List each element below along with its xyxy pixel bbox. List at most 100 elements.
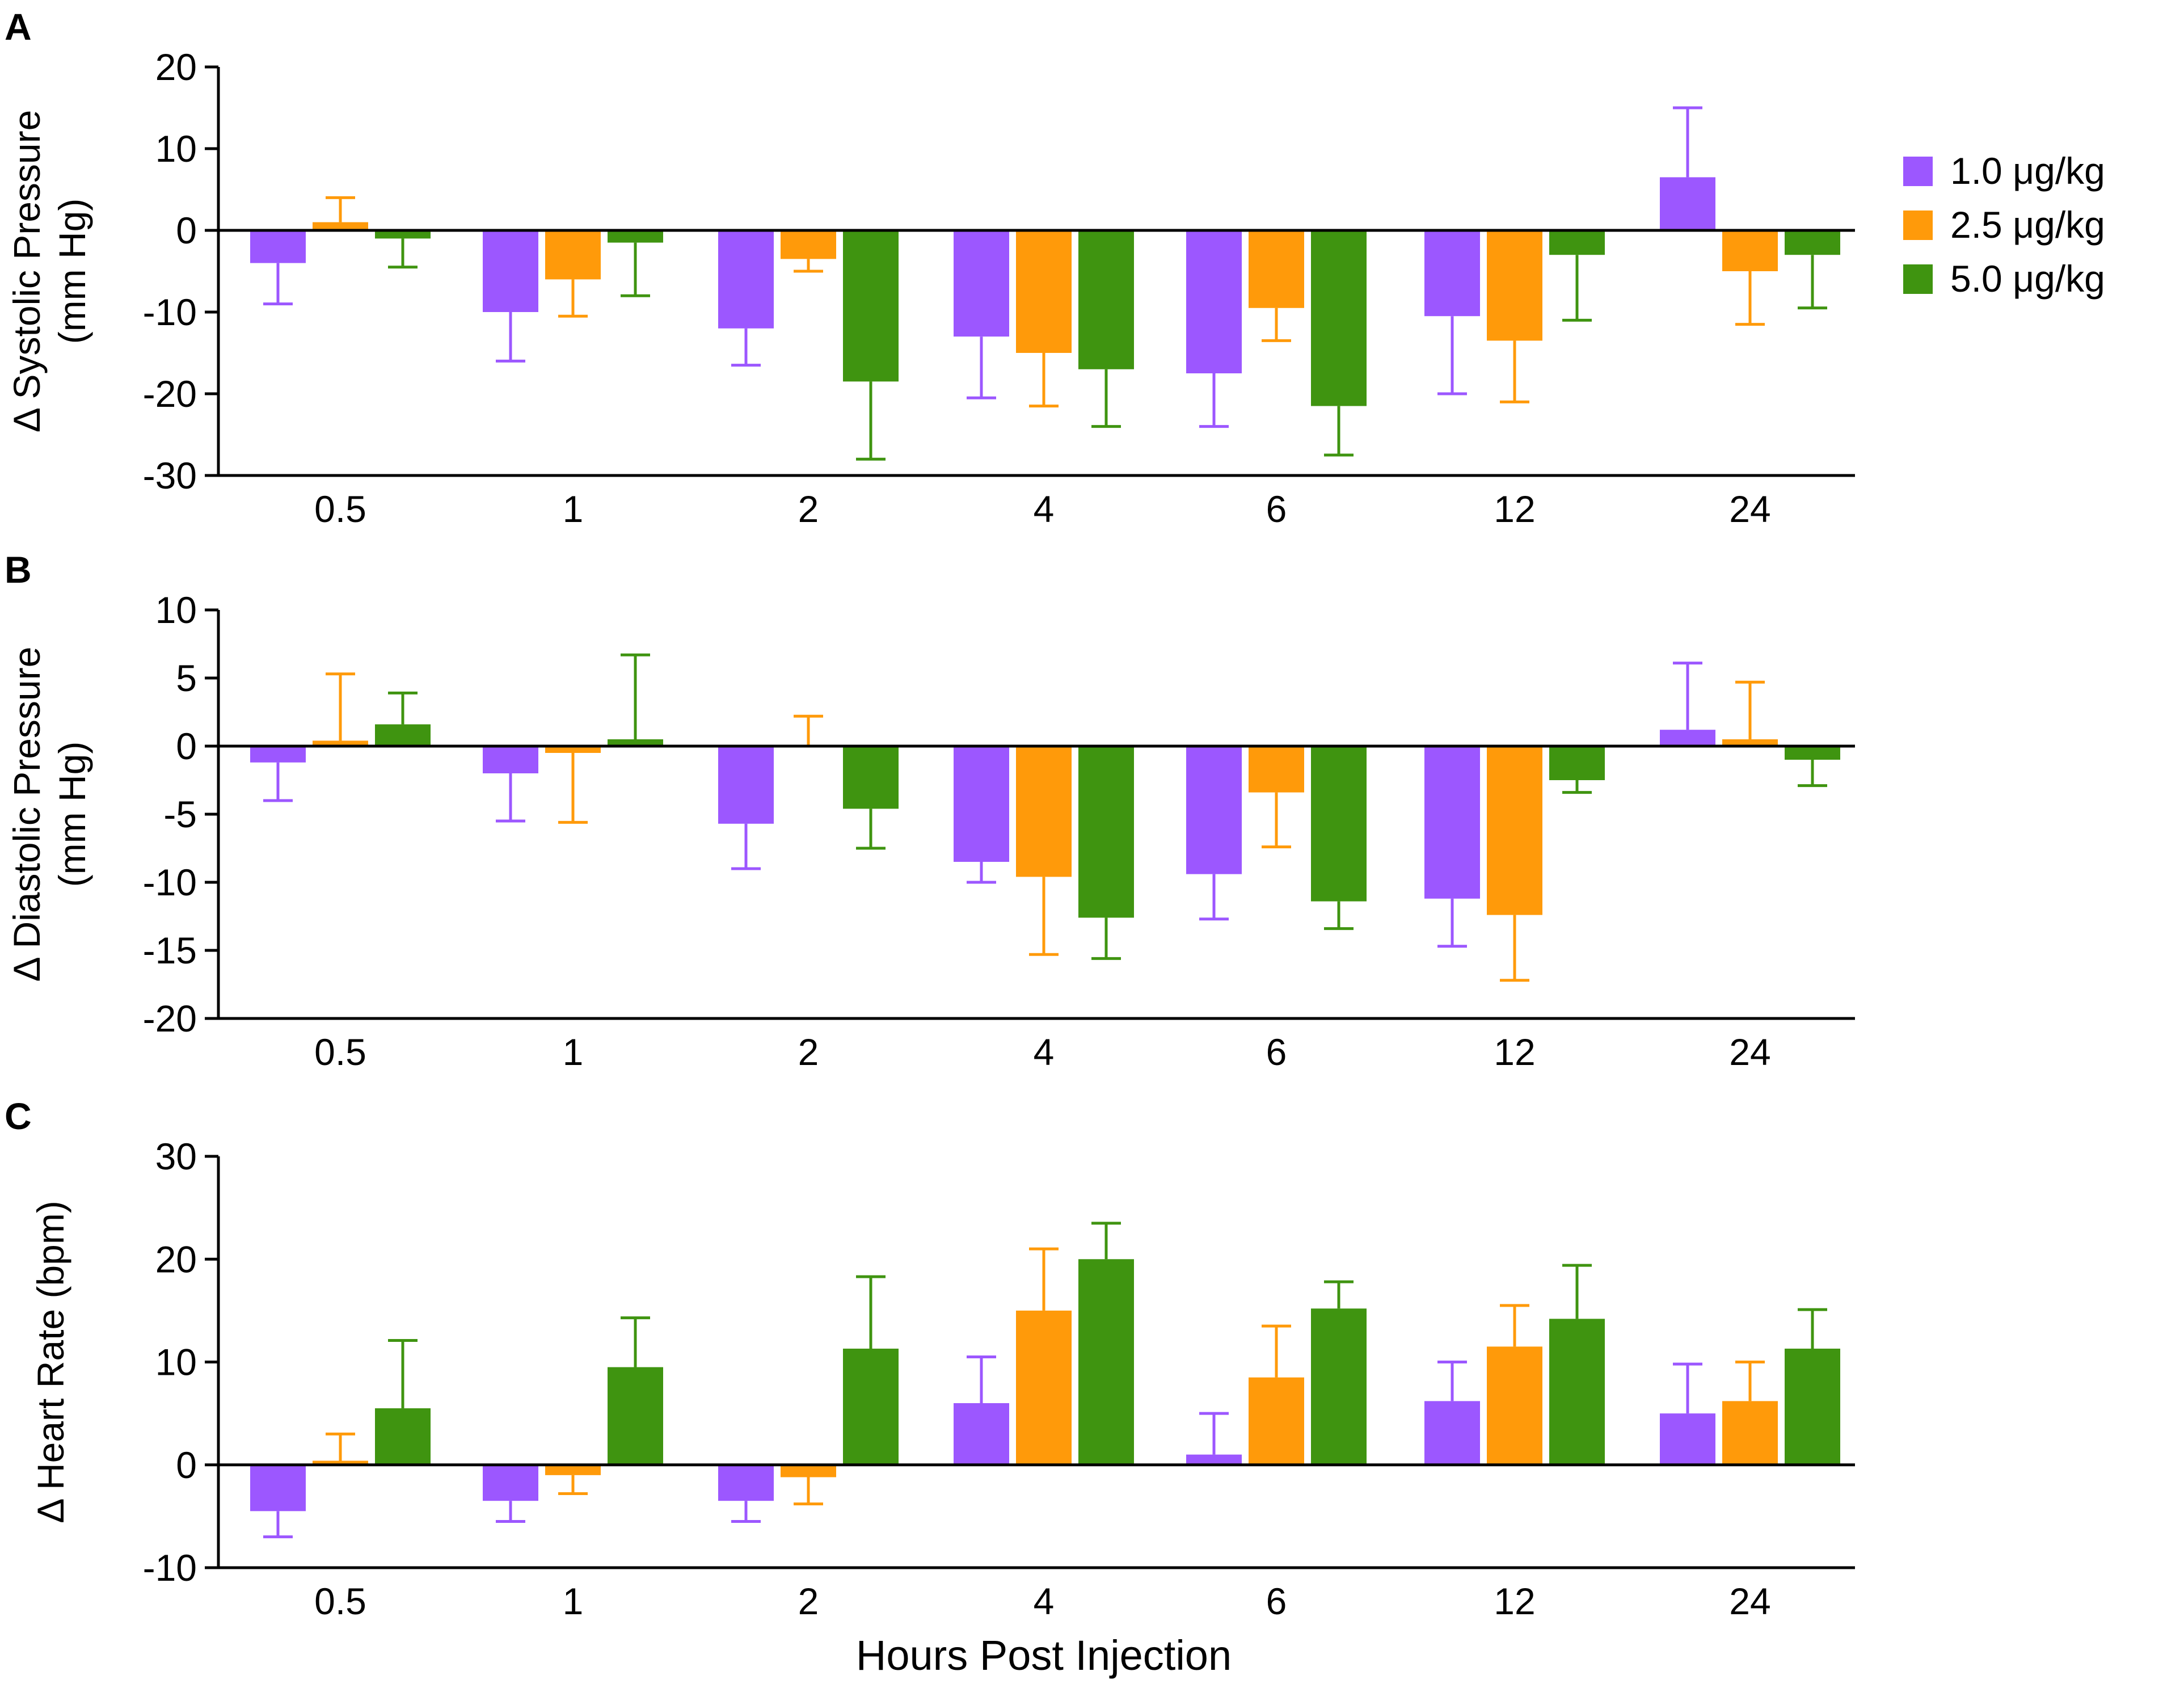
y-tick-label: -20 (143, 373, 197, 415)
bar-5-0-g-kg-2 (843, 746, 899, 809)
legend-label-1-0-g-kg: 1.0 μg/kg (1950, 150, 2105, 192)
bar-5-0-g-kg-12 (1549, 746, 1605, 780)
bar-1-0-g-kg-2 (718, 230, 774, 329)
bar-2-5-g-kg-6 (1249, 230, 1304, 308)
bar-2-5-g-kg-24 (1722, 739, 1778, 746)
legend-swatch-1-0-g-kg (1903, 157, 1933, 186)
y-tick-label: 5 (176, 657, 197, 699)
bar-5-0-g-kg-4 (1078, 1259, 1134, 1465)
panel-letter: B (5, 549, 32, 591)
bar-5-0-g-kg-1 (608, 739, 663, 746)
bar-2-5-g-kg-24 (1722, 1401, 1778, 1465)
bar-5-0-g-kg-0-5 (375, 1408, 431, 1465)
bar-2-5-g-kg-1 (545, 230, 601, 280)
x-tick-label-4: 4 (1034, 1580, 1055, 1622)
x-tick-label-2: 2 (798, 1580, 819, 1622)
x-tick-label-24: 24 (1729, 1031, 1770, 1073)
y-axis-title: (mm Hg) (51, 742, 93, 887)
bar-1-0-g-kg-12 (1424, 230, 1480, 317)
bar-2-5-g-kg-12 (1487, 746, 1542, 915)
bar-5-0-g-kg-4 (1078, 746, 1134, 918)
bar-2-5-g-kg-4 (1016, 230, 1072, 353)
bar-1-0-g-kg-12 (1424, 746, 1480, 899)
bar-1-0-g-kg-4 (954, 230, 1009, 337)
bar-2-5-g-kg-4 (1016, 746, 1072, 877)
y-tick-label: -5 (163, 793, 197, 835)
panel-letter: C (5, 1095, 32, 1137)
x-tick-label-24: 24 (1729, 488, 1770, 530)
x-tick-label-4: 4 (1034, 1031, 1055, 1073)
y-tick-label: -10 (143, 1547, 197, 1589)
bar-2-5-g-kg-2 (781, 230, 836, 259)
bar-5-0-g-kg-4 (1078, 230, 1134, 369)
y-tick-label: -20 (143, 997, 197, 1039)
y-tick-label: 30 (155, 1135, 197, 1177)
y-tick-label: 10 (155, 128, 197, 170)
y-axis-title: Δ Diastolic Pressure (6, 647, 48, 982)
x-tick-label-24: 24 (1729, 1580, 1770, 1622)
x-tick-label-2: 2 (798, 488, 819, 530)
y-tick-label: -30 (143, 454, 197, 496)
bar-1-0-g-kg-0-5 (250, 230, 306, 263)
legend: 1.0 μg/kg 2.5 μg/kg 5.0 μg/kg (1903, 150, 2105, 300)
legend-swatch-2-5-g-kg (1903, 210, 1933, 240)
bar-1-0-g-kg-4 (954, 1403, 1009, 1465)
bar-1-0-g-kg-24 (1660, 730, 1715, 746)
bar-5-0-g-kg-0-5 (375, 230, 431, 239)
x-tick-label-0-5: 0.5 (314, 488, 366, 530)
legend-swatch-5-0-g-kg (1903, 264, 1933, 294)
bar-1-0-g-kg-24 (1660, 1413, 1715, 1465)
bar-2-5-g-kg-6 (1249, 746, 1304, 793)
x-tick-label-6: 6 (1266, 488, 1287, 530)
y-tick-label: -15 (143, 929, 197, 971)
bar-2-5-g-kg-24 (1722, 230, 1778, 271)
bar-2-5-g-kg-4 (1016, 1310, 1072, 1465)
bar-2-5-g-kg-0-5 (313, 740, 368, 746)
y-axis-title: Δ Systolic Pressure (6, 110, 48, 433)
bar-5-0-g-kg-6 (1311, 746, 1367, 902)
bar-2-5-g-kg-0-5 (313, 222, 368, 230)
x-tick-label-12: 12 (1494, 1580, 1535, 1622)
x-tick-label-4: 4 (1034, 488, 1055, 530)
panel-letter: A (5, 6, 32, 48)
x-tick-label-12: 12 (1494, 1031, 1535, 1073)
x-tick-label-2: 2 (798, 1031, 819, 1073)
x-tick-label-1: 1 (563, 1031, 584, 1073)
bar-5-0-g-kg-2 (843, 230, 899, 382)
bar-1-0-g-kg-12 (1424, 1401, 1480, 1465)
x-tick-label-6: 6 (1266, 1580, 1287, 1622)
x-tick-label-1: 1 (563, 488, 584, 530)
y-tick-label: 20 (155, 1238, 197, 1280)
bar-5-0-g-kg-24 (1785, 1348, 1840, 1465)
bar-5-0-g-kg-1 (608, 230, 663, 243)
y-tick-label: 20 (155, 46, 197, 88)
y-tick-label: -10 (143, 291, 197, 333)
bar-1-0-g-kg-2 (718, 1464, 774, 1501)
y-axis-title: Δ Heart Rate (bpm) (29, 1201, 71, 1523)
bar-1-0-g-kg-0-5 (250, 1464, 306, 1512)
x-tick-label-12: 12 (1494, 488, 1535, 530)
y-tick-label: 10 (155, 1341, 197, 1383)
bar-1-0-g-kg-4 (954, 746, 1009, 862)
bar-2-5-g-kg-12 (1487, 1346, 1542, 1465)
x-axis-title: Hours Post Injection (856, 1632, 1232, 1679)
y-tick-label: 0 (176, 725, 197, 767)
y-tick-label: -10 (143, 861, 197, 903)
bar-2-5-g-kg-12 (1487, 230, 1542, 341)
bar-2-5-g-kg-0-5 (313, 1460, 368, 1465)
bar-5-0-g-kg-24 (1785, 746, 1840, 760)
bar-1-0-g-kg-6 (1186, 746, 1242, 874)
bar-5-0-g-kg-1 (608, 1367, 663, 1465)
bar-1-0-g-kg-1 (483, 746, 538, 773)
bar-1-0-g-kg-1 (483, 230, 538, 312)
legend-label-5-0-g-kg: 5.0 μg/kg (1950, 258, 2105, 300)
bar-2-5-g-kg-1 (545, 1464, 601, 1475)
bar-2-5-g-kg-2 (781, 1464, 836, 1477)
x-tick-label-0-5: 0.5 (314, 1031, 366, 1073)
bar-1-0-g-kg-2 (718, 746, 774, 824)
bar-1-0-g-kg-6 (1186, 230, 1242, 373)
x-tick-label-6: 6 (1266, 1031, 1287, 1073)
